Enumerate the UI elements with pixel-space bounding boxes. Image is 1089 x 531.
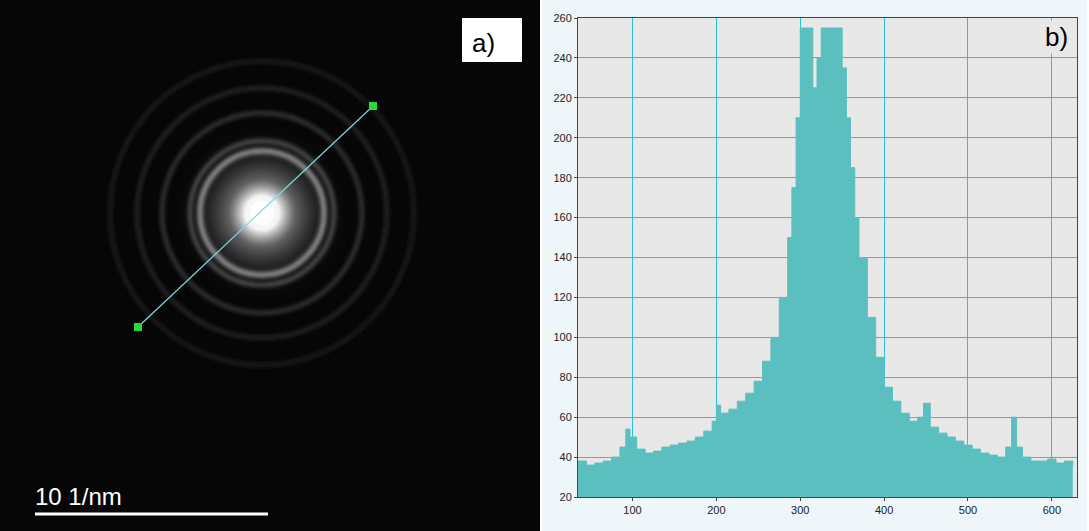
svg-text:300: 300 xyxy=(791,504,809,516)
svg-text:120: 120 xyxy=(553,291,571,303)
svg-text:200: 200 xyxy=(707,504,725,516)
svg-text:400: 400 xyxy=(875,504,893,516)
svg-text:600: 600 xyxy=(1043,504,1061,516)
svg-text:a): a) xyxy=(472,28,495,58)
svg-text:200: 200 xyxy=(553,132,571,144)
svg-text:240: 240 xyxy=(553,52,571,64)
svg-text:b): b) xyxy=(1045,22,1068,52)
svg-text:10 1/nm: 10 1/nm xyxy=(35,483,122,510)
svg-text:160: 160 xyxy=(553,211,571,223)
svg-text:100: 100 xyxy=(623,504,641,516)
svg-text:260: 260 xyxy=(553,12,571,24)
svg-text:500: 500 xyxy=(959,504,977,516)
svg-text:80: 80 xyxy=(560,371,572,383)
svg-text:180: 180 xyxy=(553,172,571,184)
svg-text:40: 40 xyxy=(560,451,572,463)
svg-text:20: 20 xyxy=(560,491,572,503)
svg-text:140: 140 xyxy=(553,251,571,263)
svg-text:220: 220 xyxy=(553,92,571,104)
svg-text:100: 100 xyxy=(553,331,571,343)
svg-text:60: 60 xyxy=(560,411,572,423)
